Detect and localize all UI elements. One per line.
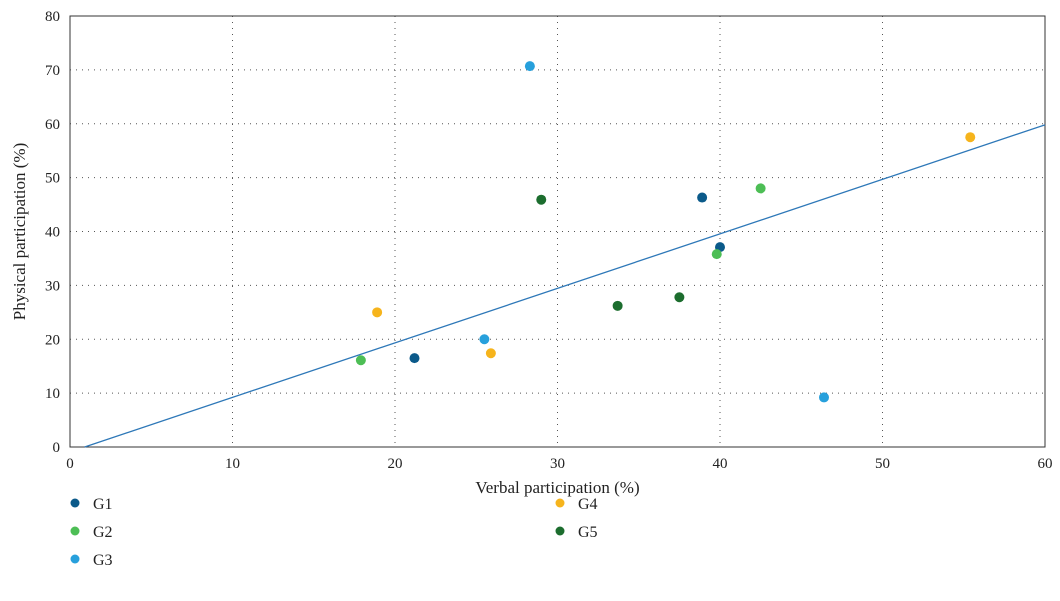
- data-point-g3: [819, 392, 829, 403]
- legend-marker: [555, 498, 565, 508]
- data-point-g4: [485, 348, 496, 359]
- data-point-g2: [355, 355, 366, 366]
- y-tick-label: 70: [45, 63, 60, 79]
- legend-marker: [70, 498, 80, 508]
- y-axis-title: Physical participation (%): [10, 143, 29, 321]
- y-tick-label: 60: [45, 117, 60, 133]
- legend-label: G5: [578, 524, 598, 541]
- y-tick-label: 0: [53, 440, 61, 456]
- legend-label: G3: [93, 552, 113, 569]
- y-tick-label: 50: [45, 171, 60, 187]
- data-point-g1: [697, 192, 708, 203]
- data-points: [355, 61, 976, 403]
- y-axis-ticks: 0 10 20 30 40 50 60 70 80: [45, 9, 60, 456]
- legend-label: G2: [93, 524, 113, 541]
- x-axis-ticks: 0 10 20 30 40 50 60: [66, 456, 1052, 472]
- x-tick-label: 10: [225, 456, 240, 472]
- plot-area-frame: [69, 15, 1046, 448]
- trendline: [84, 124, 1046, 448]
- data-point-g3: [524, 61, 535, 72]
- data-point-g5: [674, 292, 685, 303]
- legend-marker: [70, 526, 80, 536]
- data-point-g4: [372, 307, 383, 318]
- y-tick-label: 20: [45, 332, 60, 348]
- legend-label: G4: [578, 496, 598, 513]
- x-tick-label: 40: [713, 456, 728, 472]
- data-point-g1: [409, 353, 420, 364]
- data-point-g2: [755, 183, 766, 194]
- x-tick-label: 60: [1038, 456, 1053, 472]
- y-tick-label: 80: [45, 9, 60, 25]
- data-point-g2: [711, 249, 722, 260]
- legend-marker: [555, 526, 565, 536]
- trendline-group: [84, 124, 1046, 448]
- x-tick-label: 30: [550, 456, 565, 472]
- y-tick-label: 40: [45, 225, 60, 241]
- x-tick-label: 0: [66, 456, 74, 472]
- x-axis-title: Verbal participation (%): [475, 478, 639, 497]
- data-point-g4: [965, 132, 976, 143]
- data-point-g5: [536, 194, 547, 205]
- grid-lines: [70, 16, 1045, 447]
- legend: G1 G2 G3 G4 G5: [70, 496, 598, 569]
- x-tick-label: 20: [388, 456, 403, 472]
- x-tick-label: 50: [875, 456, 890, 472]
- data-point-g5: [612, 300, 623, 311]
- data-point-g3: [479, 334, 490, 345]
- y-tick-label: 30: [45, 278, 60, 294]
- legend-marker: [70, 554, 80, 564]
- y-tick-label: 10: [45, 386, 60, 402]
- legend-label: G1: [93, 496, 113, 513]
